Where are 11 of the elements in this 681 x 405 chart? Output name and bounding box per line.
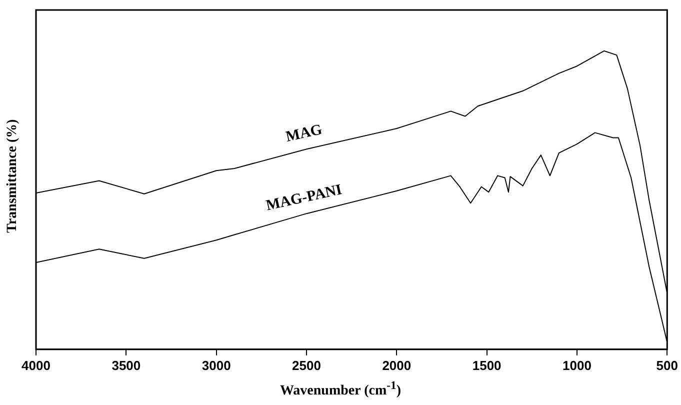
text: MAG: [284, 122, 324, 146]
x-axis-title: Wavenumber (cm$^{-1}$): [278, 379, 402, 400]
x-tick-label: 500: [656, 358, 678, 373]
x-tick-label: 2000: [382, 358, 412, 373]
x-tick-label: 1500: [472, 358, 502, 373]
x-tick-label: 2500: [292, 358, 321, 373]
y-axis-title: Transmittance (%): [5, 119, 21, 233]
x-tick-label: 4000: [22, 358, 50, 373]
x-tick-label: 1000: [562, 358, 592, 373]
x-tick-label: 3000: [202, 358, 231, 373]
x-tick-label: 3500: [112, 358, 141, 373]
